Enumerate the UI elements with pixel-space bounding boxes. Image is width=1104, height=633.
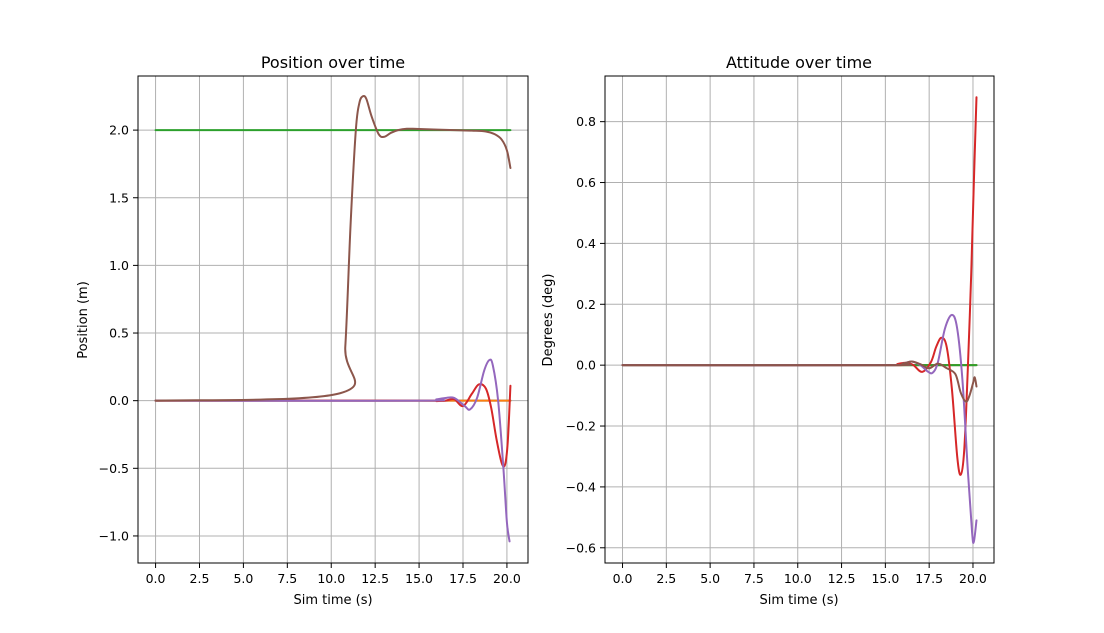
x-tick-label: 10.0 <box>784 571 812 586</box>
y-tick-label: 0.5 <box>109 326 129 341</box>
x-tick-label: 2.5 <box>656 571 676 586</box>
y-tick-label: −0.5 <box>99 461 129 476</box>
series-line-4 <box>154 383 512 468</box>
x-tick-label: 15.0 <box>871 571 899 586</box>
x-tick-label: 0.0 <box>146 571 166 586</box>
position-title: Position over time <box>261 53 405 72</box>
x-tick-label: 2.5 <box>190 571 210 586</box>
y-tick-label: −0.4 <box>566 479 596 494</box>
attitude-ylabel: Degrees (deg) <box>541 274 556 367</box>
attitude-xlabel: Sim time (s) <box>759 593 838 608</box>
y-tick-label: 0.4 <box>576 236 596 251</box>
x-tick-label: 5.0 <box>233 571 253 586</box>
x-tick-label: 5.0 <box>700 571 720 586</box>
position-series <box>154 94 512 543</box>
y-tick-label: 0.8 <box>576 114 596 129</box>
x-tick-label: 7.5 <box>744 571 764 586</box>
y-tick-label: 0.0 <box>109 393 129 408</box>
x-tick-label: 12.5 <box>828 571 856 586</box>
x-tick-label: 12.5 <box>361 571 389 586</box>
attitude-grid <box>605 76 994 563</box>
position-ticks: 0.0 2.5 5.0 7.5 10.0 12.5 15.0 17.5 20.0 −1.0 −0.5… <box>99 123 521 586</box>
y-tick-label: 0.6 <box>576 175 596 190</box>
series-line-6 <box>621 360 978 403</box>
y-tick-label: −0.2 <box>566 419 596 434</box>
position-xlabel: Sim time (s) <box>293 593 372 608</box>
x-tick-label: 20.0 <box>959 571 987 586</box>
x-tick-label: 10.0 <box>317 571 345 586</box>
position-ylabel: Position (m) <box>76 281 91 359</box>
x-tick-label: 0.0 <box>613 571 633 586</box>
position-axes-frame <box>137 75 529 564</box>
attitude-series <box>621 96 978 544</box>
series-line-4 <box>621 96 978 476</box>
y-tick-label: 2.0 <box>109 123 129 138</box>
series-line-5 <box>621 313 978 544</box>
x-tick-label: 15.0 <box>405 571 433 586</box>
x-tick-label: 20.0 <box>493 571 521 586</box>
x-tick-label: 17.5 <box>449 571 477 586</box>
attitude-chart: 0.0 2.5 5.0 7.5 10.0 12.5 15.0 17.5 20.0 −0.6 −0.4… <box>541 53 995 608</box>
position-grid <box>138 76 528 563</box>
y-tick-label: 0.0 <box>576 358 596 373</box>
series-line-5 <box>154 358 511 543</box>
y-tick-label: 0.2 <box>576 297 596 312</box>
attitude-ticks: 0.0 2.5 5.0 7.5 10.0 12.5 15.0 17.5 20.0 −0.6 −0.4… <box>566 114 987 586</box>
attitude-title: Attitude over time <box>726 53 872 72</box>
y-tick-label: −0.6 <box>566 540 596 555</box>
y-tick-label: −1.0 <box>99 528 129 543</box>
y-tick-label: 1.0 <box>109 258 129 273</box>
x-tick-label: 17.5 <box>915 571 943 586</box>
position-chart: 0.0 2.5 5.0 7.5 10.0 12.5 15.0 17.5 20.0 −1.0 −0.5… <box>76 53 529 608</box>
series-line-6 <box>154 94 512 402</box>
y-tick-label: 1.5 <box>109 190 129 205</box>
attitude-axes-frame <box>604 75 995 564</box>
x-tick-label: 7.5 <box>277 571 297 586</box>
